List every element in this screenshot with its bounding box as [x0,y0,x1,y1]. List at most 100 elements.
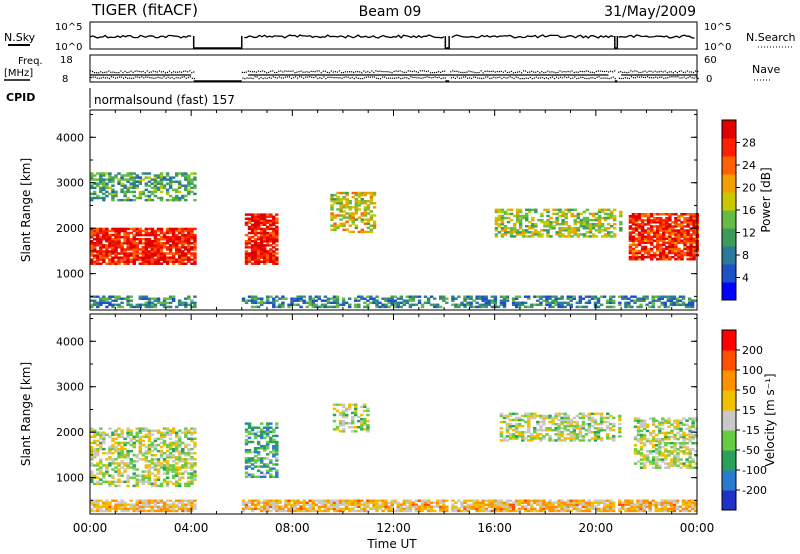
range-cell [686,247,690,251]
range-cell [651,295,655,298]
range-cell [311,507,316,511]
freq-dot [120,70,122,72]
range-cell [505,431,510,434]
range-cell [610,212,614,216]
range-cell [250,295,255,298]
range-cell [165,229,170,233]
range-cell [602,416,607,420]
range-cell [674,217,678,220]
range-cell [665,217,669,220]
range-cell [677,247,681,251]
range-cell [171,466,176,469]
range-cell [650,255,654,259]
range-cell [244,467,249,470]
range-cell [193,254,197,257]
range-cell [178,256,182,259]
range-cell [339,206,343,209]
range-cell [332,509,337,513]
range-cell [256,231,261,235]
range-cell [597,223,602,226]
range-cell [165,476,170,479]
range-cell [171,449,176,453]
range-cell [193,303,197,307]
range-cell [692,251,696,255]
range-cell [171,258,176,261]
range-cell [514,437,519,440]
range-cell [117,240,121,243]
range-cell [193,429,197,432]
range-cell [593,427,598,430]
nave-dot [365,76,367,78]
range-cell [90,445,94,449]
range-cell [679,433,683,437]
range-cell [147,466,152,469]
range-cell [670,450,674,453]
range-cell [341,301,346,305]
range-cell [138,507,143,511]
range-cell [575,435,580,438]
range-cell [250,223,255,227]
range-cell [190,452,194,455]
range-cell [587,429,592,432]
range-cell [650,221,654,224]
freq-dot [387,71,389,73]
range-cell [511,437,516,440]
range-cell [90,449,94,453]
range-cell [393,301,397,305]
range-cell [123,462,127,465]
range-cell [545,414,549,418]
range-cell [566,429,570,432]
range-cell [250,262,255,265]
range-cell [156,246,161,249]
freq-dot [525,70,527,72]
range-cell [637,235,642,238]
range-cell [688,439,692,443]
range-cell [683,253,687,257]
range-cell [278,507,282,511]
nave-dot [179,77,181,79]
range-cell [363,301,367,305]
range-cell [102,172,106,175]
range-cell [332,297,337,300]
range-cell [105,299,109,302]
range-cell [588,225,593,228]
range-cell [168,301,173,305]
freq-dot [330,70,332,72]
range-cell [508,433,513,436]
range-cell [558,233,562,236]
range-cell [175,439,179,443]
range-cell [147,198,152,202]
range-cell [354,218,359,221]
range-cell [99,478,103,481]
range-cell [499,435,504,438]
range-cell [187,244,191,247]
range-cell [102,299,106,302]
range-cell [548,437,552,440]
range-cell [671,241,675,245]
range-cell [126,190,130,194]
range-cell [679,419,683,422]
range-cell [682,464,686,467]
range-cell [144,262,149,265]
range-cell [256,430,261,434]
freq-dot [676,71,678,74]
range-cell [502,439,507,442]
freq-dot [642,71,644,73]
range-cell [181,472,185,475]
range-cell [193,437,197,441]
range-cell [339,214,343,217]
range-cell [263,240,267,243]
range-cell [662,253,666,257]
nave-dot [262,77,264,80]
range-cell [689,251,693,255]
freq-dot [98,72,100,74]
nave-dot [527,77,529,80]
range-cell [135,478,139,481]
range-cell [108,174,112,177]
nave-dot [444,77,446,79]
nave-dot [493,76,495,78]
nave-dot [153,77,155,79]
range-cell [643,231,648,234]
range-cell [633,437,638,441]
range-cell [336,202,340,205]
